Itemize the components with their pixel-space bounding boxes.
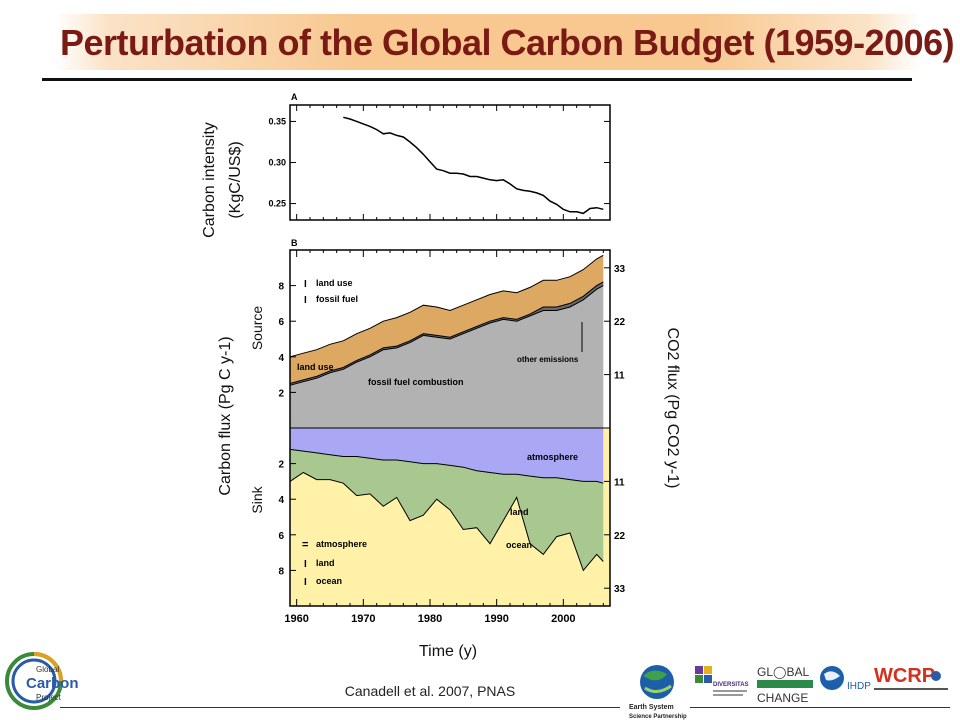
footer-rule-right xyxy=(690,707,950,708)
panel-a-frame xyxy=(289,104,611,221)
other-emissions-line xyxy=(289,281,604,384)
ihdp-text: IHDP xyxy=(847,681,871,692)
annotation-other-emissions: other emissions xyxy=(517,355,579,364)
essp-logo: Earth System Science Partnership xyxy=(629,665,687,720)
panel-b-ylabel-right: CO2 flux (Pg CO2 y-1) xyxy=(664,328,681,489)
right-sink-tick-label: 22 xyxy=(614,531,626,542)
left-sink-tick-label: 6 xyxy=(278,531,284,542)
left-sink-tick-label: 2 xyxy=(278,460,284,471)
legend-land: land xyxy=(316,558,335,568)
total-source-line xyxy=(289,254,604,358)
right-sink-tick-label: 11 xyxy=(614,477,625,488)
legend-atmosphere: atmosphere xyxy=(316,539,367,549)
panel-b-xtick-label: 1990 xyxy=(484,613,508,625)
sink-label: Sink xyxy=(249,485,265,513)
right-source-tick-label: 11 xyxy=(614,371,625,382)
legend-symbol-ocean: I xyxy=(304,577,307,588)
gcp-text-3: Project xyxy=(36,693,62,702)
title-band xyxy=(55,14,920,70)
right-source-tick-label: 33 xyxy=(614,264,626,275)
diversitas-text: DIVERSITAS xyxy=(713,682,749,688)
panel-a: A 0.25 0.30 0.35 Carbon intensity (KgC/US$… xyxy=(201,92,611,238)
legend-ocean: ocean xyxy=(316,576,342,586)
panel-b: B 2 4 6 8 2 4 6 8 11 22 33 11 22 33 1960 1970 1980 1990 20… xyxy=(217,238,681,660)
ihdp-logo: IHDP xyxy=(820,666,871,692)
annotation-land: land xyxy=(510,507,529,517)
panel-b-xtick-label: 2000 xyxy=(551,613,575,625)
legend-symbol-atmosphere: = xyxy=(302,539,308,551)
right-sink-tick-label: 33 xyxy=(614,584,626,595)
legend-symbol-land: I xyxy=(304,559,307,570)
panel-b-xtick-label: 1960 xyxy=(284,613,308,625)
ylabel-right-text: CO2 flux (Pg CO2 y-1) xyxy=(664,328,681,489)
legend-symbol-land-use: I xyxy=(304,279,307,290)
panel-a-ticks xyxy=(290,105,610,220)
panel-a-label: A xyxy=(291,92,298,102)
panel-b-xtick-label: 1970 xyxy=(351,613,375,625)
carbon-intensity-line xyxy=(343,116,604,215)
source-legend: I land use I fossil fuel xyxy=(304,278,358,306)
left-source-tick-label: 2 xyxy=(278,388,284,399)
left-sink-tick-label: 8 xyxy=(278,566,284,577)
legend-fossil-fuel: fossil fuel xyxy=(316,294,358,304)
global-carbon-project-logo: Global Carbon Project xyxy=(5,652,79,710)
ylabel-left-text: Carbon flux (Pg C y-1) xyxy=(217,336,234,495)
panel-b-frame xyxy=(289,249,611,607)
panel-a-ytick-label: 0.25 xyxy=(268,199,286,209)
panel-b-ylabel-left: Carbon flux (Pg C y-1) xyxy=(217,336,234,495)
panel-b-xtick-label: 1980 xyxy=(418,613,442,625)
panel-a-ylabel-line2: (KgC/US$) xyxy=(227,141,244,218)
gcp-text-1: Global xyxy=(36,665,59,674)
annotation-land-use: land use xyxy=(297,362,334,372)
panel-b-label: B xyxy=(291,238,298,248)
sink-legend: = atmosphere I land I ocean xyxy=(302,539,367,588)
land-use-area xyxy=(290,255,604,384)
land-sink-area xyxy=(290,449,604,571)
legend-symbol-fossil-fuel: I xyxy=(304,295,307,306)
title-rule xyxy=(42,78,912,81)
wcrp-logo: WCRP xyxy=(874,665,948,690)
right-source-tick-label: 22 xyxy=(614,317,626,328)
igbp-text-2: CHANGE xyxy=(757,691,808,705)
gcp-text-2: Carbon xyxy=(26,675,79,692)
ocean-sink-area xyxy=(290,428,604,484)
igbp-text-1: GL◯BAL xyxy=(757,665,809,679)
footer-rule-left xyxy=(60,707,620,708)
panel-a-ytick-labels: 0.25 0.30 0.35 xyxy=(268,116,286,208)
left-source-tick-label: 8 xyxy=(278,282,284,293)
ocean-line xyxy=(289,448,604,484)
left-source-tick-label: 6 xyxy=(278,317,284,328)
annotation-ocean: ocean xyxy=(506,540,532,550)
panel-b-xlabel: Time (y) xyxy=(419,643,477,660)
annotation-atmosphere: atmosphere xyxy=(527,452,578,462)
legend-land-use: land use xyxy=(316,278,353,288)
panel-a-ylabel-line1: Carbon intensity xyxy=(201,122,218,238)
atmosphere-line xyxy=(289,471,604,572)
diversitas-logo: DIVERSITAS xyxy=(695,666,749,696)
essp-text-1: Earth System xyxy=(629,704,674,711)
slide-title: Perturbation of the Global Carbon Budget… xyxy=(60,22,955,63)
citation: Canadell et al. 2007, PNAS xyxy=(344,683,516,699)
annotation-fossil-fuel: fossil fuel combustion xyxy=(368,377,464,387)
left-sink-tick-label: 4 xyxy=(278,495,284,506)
fossil-fuel-line xyxy=(289,285,604,386)
wcrp-text: WCRP xyxy=(874,665,935,687)
panel-a-ytick-label: 0.30 xyxy=(268,158,286,168)
panel-b-tick-labels: 2 4 6 8 2 4 6 8 11 22 33 11 22 33 1960 1970 1980 1990 2000 xyxy=(278,264,625,625)
igbp-global-change-logo: GL◯BAL CHANGE xyxy=(757,665,813,705)
source-label: Source xyxy=(249,306,265,351)
fossil-fuel-area xyxy=(290,285,604,428)
panel-a-ytick-label: 0.35 xyxy=(268,116,286,126)
panel-b-ticks xyxy=(290,250,610,606)
left-source-tick-label: 4 xyxy=(278,353,284,364)
essp-text-2: Science Partnership xyxy=(629,714,687,720)
